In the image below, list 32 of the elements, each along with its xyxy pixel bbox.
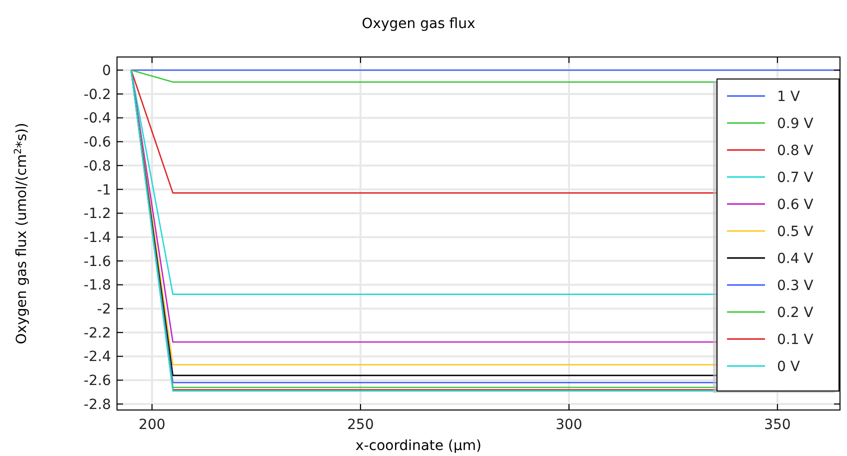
- legend-label: 0.8 V: [777, 142, 814, 159]
- y-tick-label: -0.2: [84, 86, 111, 103]
- x-tick-label: 200: [138, 417, 166, 433]
- y-tick-label: -2.2: [84, 325, 111, 342]
- x-tick-label: 350: [764, 417, 791, 433]
- y-tick-label: -1.6: [84, 254, 112, 270]
- legend-label: 0.5 V: [777, 224, 814, 240]
- legend-label: 0.2 V: [777, 304, 814, 321]
- x-tick-label: 250: [347, 417, 374, 433]
- y-tick-label: -0.4: [84, 110, 112, 127]
- y-tick-label: -2: [97, 302, 111, 318]
- legend-label: 1 V: [777, 88, 800, 105]
- y-tick-label: -1.2: [84, 206, 111, 222]
- y-tick-label: -0.6: [84, 134, 112, 151]
- y-tick-label: -2.8: [84, 396, 111, 413]
- chart-title: Oxygen gas flux: [362, 16, 476, 32]
- y-tick-label: -1.4: [84, 230, 112, 246]
- y-tick-label: -1.8: [84, 278, 111, 294]
- legend-label: 0.4 V: [777, 250, 814, 267]
- x-tick-label: 300: [556, 417, 582, 433]
- legend-label: 0.3 V: [777, 278, 814, 294]
- y-tick-label: 0: [102, 63, 111, 80]
- y-tick-label: -0.8: [84, 158, 111, 174]
- legend-label: 0.9 V: [777, 116, 814, 132]
- legend-label: 0 V: [777, 358, 800, 375]
- legend-label: 0.7 V: [777, 170, 814, 186]
- y-tick-label: -2.6: [84, 373, 112, 390]
- x-axis-title: x-coordinate (µm): [356, 438, 482, 454]
- y-tick-label: -2.4: [84, 349, 112, 366]
- legend-label: 0.1 V: [777, 332, 814, 348]
- legend-label: 0.6 V: [777, 196, 814, 213]
- y-tick-label: -1: [97, 182, 111, 198]
